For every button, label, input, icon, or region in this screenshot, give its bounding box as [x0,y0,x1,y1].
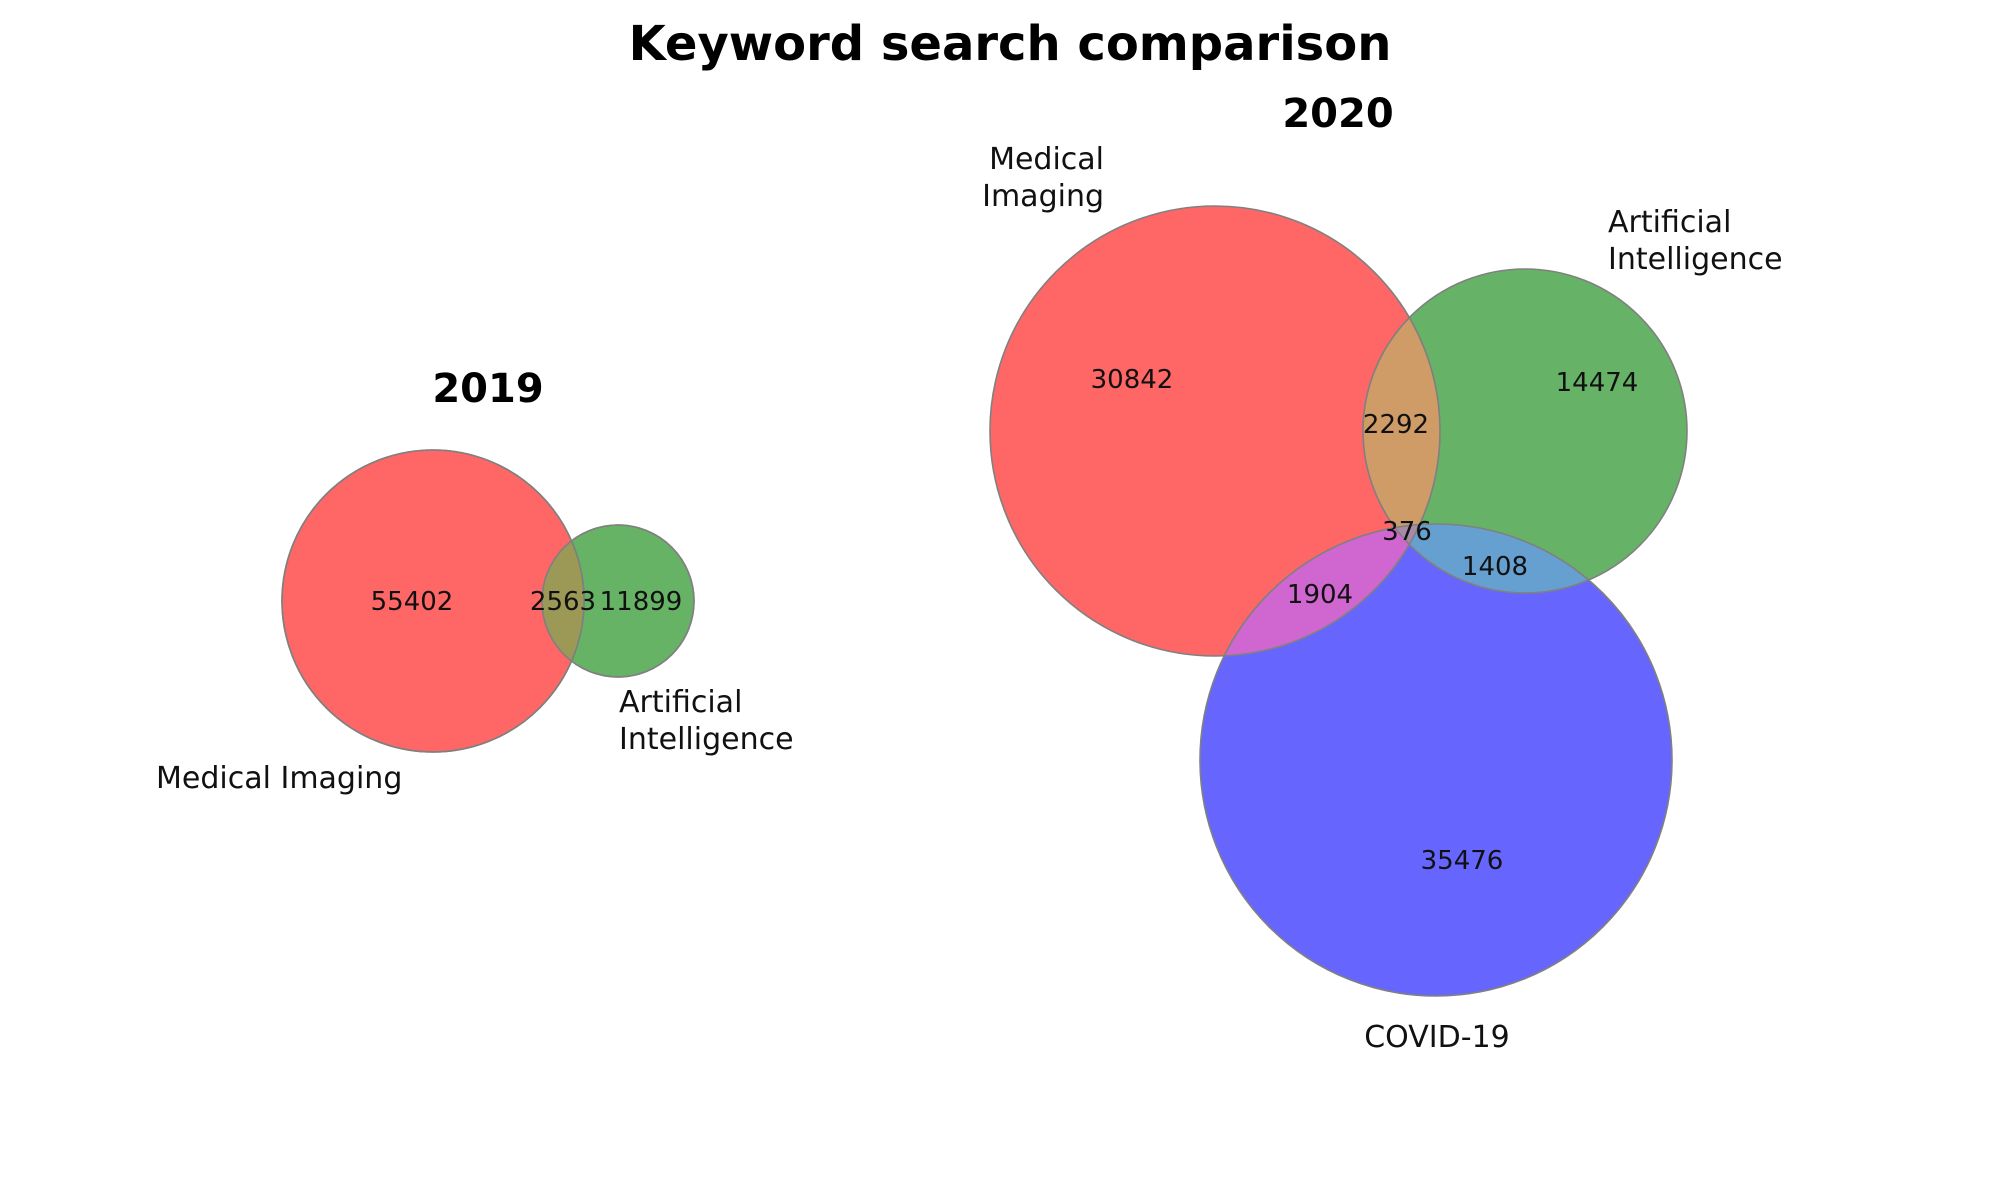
region-2019-medical-imaging-only: 55402 [371,587,454,617]
set-label-2020-covid19: COVID-19 [1364,1020,1510,1055]
region-2019-artificial-intelligence-only: 11899 [600,587,683,617]
set-label-2019-artificial-intelligence-line2: Intelligence [619,722,794,757]
set-label-2019-medical-imaging: Medical Imaging [156,761,402,796]
region-2020-medical-imaging-only: 30842 [1091,365,1174,395]
set-label-2020-artificial-intelligence-line2: Intelligence [1608,242,1783,277]
region-2020-mi-covid-overlap: 1904 [1287,580,1353,610]
set-label-2019-artificial-intelligence-line1: Artificial [619,685,742,720]
set-label-2020-medical-imaging-line1: Medical [989,142,1104,177]
circle-2020-artificial-intelligence [1363,269,1687,593]
panel-title-2020: 2020 [1282,91,1393,137]
region-2020-ai-covid-overlap: 1408 [1462,552,1528,582]
region-2020-artificial-intelligence-only: 14474 [1556,368,1639,398]
set-label-2020-medical-imaging-line2: Imaging [982,179,1104,214]
panel-title-2019: 2019 [432,366,543,412]
set-label-2020-artificial-intelligence-line1: Artificial [1608,205,1731,240]
region-2020-all-three: 376 [1382,517,1432,547]
region-2020-covid19-only: 35476 [1421,846,1504,876]
region-2020-mi-ai-overlap: 2292 [1363,410,1429,440]
circle-2020-medical-imaging [990,206,1440,656]
figure-title: Keyword search comparison [629,16,1392,72]
venn-2019: 2019 55402 2563 11899 Medical Imaging Ar… [156,366,794,796]
region-2019-mi-ai-overlap: 2563 [530,587,596,617]
venn-2020: 2020 30842 14474 2292 376 1408 [982,91,1782,1055]
circle-2020-covid19 [1200,524,1672,996]
